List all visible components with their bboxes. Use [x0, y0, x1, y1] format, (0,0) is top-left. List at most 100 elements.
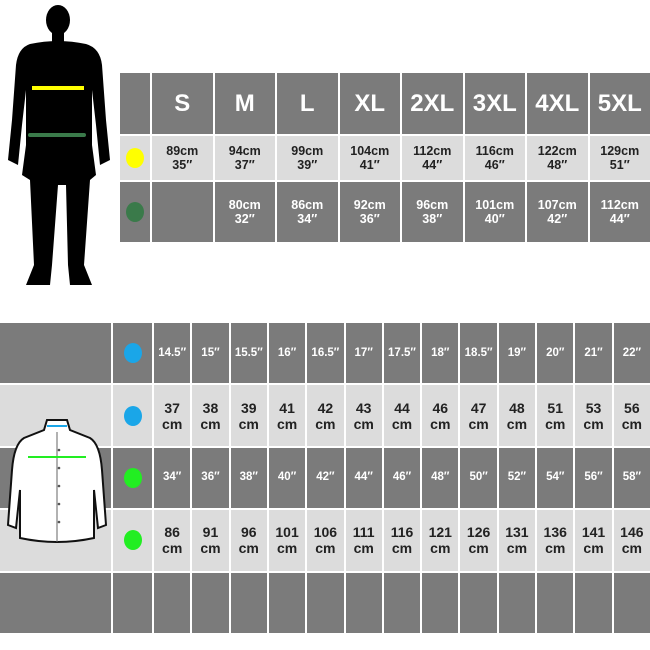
chest-marker-icon	[123, 467, 142, 488]
measurement-cell: 44″	[345, 447, 382, 509]
empty-cell	[613, 572, 650, 633]
unit-value: cm	[391, 415, 413, 432]
measurement-cell: 101cm 40″	[464, 182, 525, 242]
measurement-cell: 46 cm	[422, 385, 459, 446]
number-value: 146	[620, 524, 644, 541]
size-header: L	[277, 73, 338, 134]
measurement-cell: 136 cm	[537, 510, 574, 571]
unit-value: cm	[315, 415, 336, 432]
number-value: 116	[390, 524, 414, 541]
measurement-cell: 41 cm	[268, 385, 306, 446]
empty-cell	[422, 572, 459, 633]
top-size-table: S M L XL 2XL 3XL 4XL 5XL 89cm 35″ 94cm 37″ 99cm 39″ 10…	[0, 73, 650, 242]
number-value: 37	[164, 399, 180, 416]
measurement-cell: 141 cm	[575, 510, 612, 571]
inch-value: 40″	[277, 471, 297, 484]
number-value: 42	[317, 399, 334, 416]
number-value: 91	[202, 524, 219, 541]
unit-value: cm	[583, 415, 604, 432]
inch-value: 37″	[234, 158, 255, 172]
marker-cell	[113, 323, 152, 384]
inch-value: 38″	[422, 212, 443, 226]
inch-value: 40″	[484, 212, 505, 226]
measurement-cell: 129cm 51″	[589, 136, 650, 180]
cm-value: 96cm	[416, 197, 449, 212]
measurement-cell: 92cm 36″	[339, 182, 400, 242]
shirt-chest-line	[28, 456, 86, 458]
measurement-cell: 48″	[422, 447, 459, 509]
measurement-cell: 47 cm	[460, 385, 497, 446]
number-value: 39	[240, 399, 257, 416]
measurement-cell: 131 cm	[498, 510, 536, 571]
number-value: 121	[428, 524, 452, 541]
inch-value: 19″	[507, 346, 527, 359]
empty-cell	[575, 572, 612, 633]
measurement-cell: 146 cm	[613, 510, 650, 571]
unit-value: cm	[583, 540, 604, 557]
inch-value: 18″	[431, 346, 450, 359]
size-label: 3XL	[472, 89, 517, 117]
measurement-cell: 17″	[345, 323, 382, 384]
measurement-cell: 116cm 46″	[464, 136, 525, 180]
measurement-cell: 96 cm	[230, 510, 267, 571]
measurement-cell: 104cm 41″	[339, 136, 400, 180]
empty-cell	[537, 572, 574, 633]
measurement-cell: 50″	[460, 447, 497, 509]
inch-value: 35″	[172, 158, 193, 172]
inch-value: 50″	[469, 471, 488, 484]
inch-value: 18.5″	[464, 346, 493, 359]
measurement-cell: 20″	[537, 323, 574, 384]
unit-value: cm	[200, 415, 221, 432]
measurement-cell: 94cm 37″	[214, 136, 275, 180]
empty-cell	[154, 572, 191, 633]
measurement-cell: 53 cm	[575, 385, 612, 446]
inch-value: 48″	[547, 158, 568, 172]
marker-cell	[113, 447, 152, 509]
number-value: 106	[313, 524, 338, 541]
measurement-cell: 15″	[192, 323, 229, 384]
measurement-cell: 46″	[383, 447, 421, 509]
inch-value: 16.5″	[311, 346, 340, 359]
measurement-cell: 112cm 44″	[402, 136, 463, 180]
number-value: 38	[202, 399, 219, 416]
measurement-cell: 38″	[230, 447, 267, 509]
inch-value: 36″	[201, 471, 220, 484]
empty-cell	[498, 572, 536, 633]
inch-value: 42″	[547, 212, 568, 226]
inch-value: 39″	[297, 158, 318, 172]
shirt-image-cell	[0, 323, 111, 384]
measurement-cell: 107cm 42″	[527, 182, 588, 242]
inch-value: 36″	[359, 212, 380, 226]
unit-value: cm	[276, 415, 298, 432]
size-label: 4XL	[535, 89, 580, 117]
inch-value: 52″	[507, 471, 527, 484]
marker-cell	[113, 572, 152, 633]
cm-value: 129cm	[600, 143, 640, 158]
number-value: 51	[547, 399, 563, 416]
measurement-cell: 86cm 34″	[277, 182, 338, 242]
measurement-cell: 106 cm	[307, 510, 344, 571]
measurement-cell: 14.5″	[154, 323, 191, 384]
size-label: XL	[354, 89, 386, 117]
unit-value: cm	[162, 415, 183, 432]
unit-value: cm	[200, 540, 221, 557]
measurement-cell: 16.5″	[307, 323, 344, 384]
unit-value: cm	[545, 540, 566, 557]
size-label: 5XL	[597, 89, 642, 117]
cm-value: 99cm	[291, 143, 324, 158]
inch-value: 51″	[609, 158, 630, 172]
inch-value: 54″	[546, 471, 565, 484]
measurement-cell: 58″	[613, 447, 650, 509]
empty-cell	[383, 572, 421, 633]
inch-value: 34″	[297, 212, 318, 226]
collar-marker-icon	[123, 343, 142, 364]
inch-value: 32″	[234, 212, 255, 226]
unit-value: cm	[353, 415, 374, 432]
cm-value: 92cm	[353, 197, 386, 212]
measurement-cell: 54″	[537, 447, 574, 509]
cm-value: 89cm	[166, 143, 199, 158]
empty-cell	[307, 572, 344, 633]
unit-value: cm	[391, 540, 413, 557]
measurement-cell: 36″	[192, 447, 229, 509]
size-header: 3XL	[464, 73, 525, 134]
